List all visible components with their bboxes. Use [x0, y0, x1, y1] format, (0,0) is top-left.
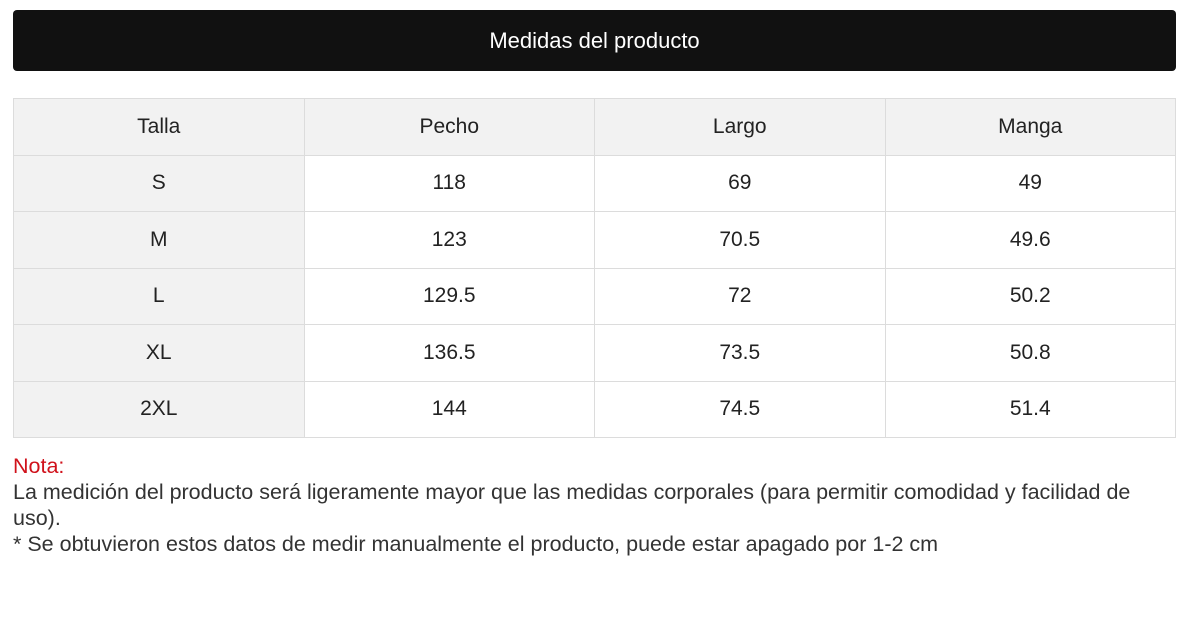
measure-cell: 118	[303, 154, 595, 212]
column-header: Pecho	[303, 98, 595, 156]
measure-cell: 136.5	[303, 324, 595, 382]
measure-cell: 70.5	[594, 211, 886, 269]
measure-cell: 129.5	[303, 267, 595, 325]
column-header: Talla	[13, 98, 305, 156]
column-header: Largo	[594, 98, 886, 156]
table-row: L 129.5 72 50.2	[13, 267, 1176, 325]
size-cell: L	[13, 267, 305, 325]
title-bar: Medidas del producto	[13, 10, 1176, 71]
measure-cell: 144	[303, 380, 595, 438]
size-cell: M	[13, 211, 305, 269]
note-label: Nota:	[13, 454, 65, 478]
measure-cell: 50.2	[884, 267, 1176, 325]
measure-cell: 123	[303, 211, 595, 269]
measure-cell: 49.6	[884, 211, 1176, 269]
note: Nota: La medición del producto será lige…	[13, 453, 1173, 557]
measure-cell: 69	[594, 154, 886, 212]
title: Medidas del producto	[489, 27, 700, 53]
table-body: S 118 69 49 M 123 70.5 49.6 L 129.5 72 50.2 XL 136.5 7…	[13, 154, 1176, 438]
measure-cell: 73.5	[594, 324, 886, 382]
size-cell: S	[13, 154, 305, 212]
table-row: 2XL 144 74.5 51.4	[13, 380, 1176, 438]
size-cell: 2XL	[13, 380, 305, 438]
measure-cell: 49	[884, 154, 1176, 212]
size-cell: XL	[13, 324, 305, 382]
note-lines: La medición del producto será ligerament…	[13, 479, 1173, 557]
table-row: S 118 69 49	[13, 154, 1176, 212]
measure-cell: 72	[594, 267, 886, 325]
note-line: La medición del producto será ligerament…	[13, 480, 1131, 530]
measure-cell: 51.4	[884, 380, 1176, 438]
column-header: Manga	[884, 98, 1176, 156]
measure-cell: 50.8	[884, 324, 1176, 382]
header-row: Talla Pecho Largo Manga	[13, 98, 1176, 156]
measure-cell: 74.5	[594, 380, 886, 438]
note-line: * Se obtuvieron estos datos de medir man…	[13, 532, 939, 556]
table-row: M 123 70.5 49.6	[13, 211, 1176, 269]
size-table: Talla Pecho Largo Manga S 118 69 49 M 123 70.5 49.6…	[13, 98, 1176, 438]
table-row: XL 136.5 73.5 50.8	[13, 324, 1176, 382]
